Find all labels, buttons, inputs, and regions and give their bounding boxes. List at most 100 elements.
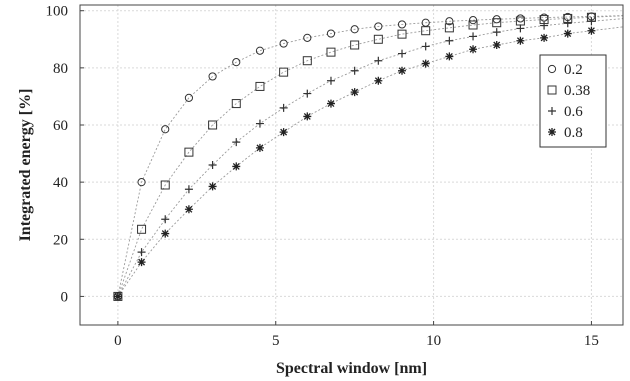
legend-marker-plus-icon	[548, 107, 556, 115]
data-point-star	[587, 26, 596, 35]
data-point-circle	[374, 22, 383, 31]
data-point-star	[255, 143, 264, 152]
series-line-0.6	[117, 18, 624, 297]
data-point-square	[373, 34, 383, 44]
legend-label: 0.38	[564, 83, 590, 99]
legend-marker-circle-icon	[547, 64, 557, 74]
data-point-square	[492, 18, 502, 28]
data-point-plus	[279, 103, 288, 112]
data-point-square	[444, 23, 454, 33]
legend: 0.2 0.38 0.6 0.8	[539, 54, 607, 148]
data-point-plus	[540, 21, 549, 30]
data-point-square	[231, 99, 241, 109]
series-lines	[117, 15, 624, 297]
data-point-star	[350, 88, 359, 97]
y-axis-label: Integrated energy [%]	[17, 89, 34, 242]
data-point-circle	[208, 72, 217, 81]
x-tick-label: 15	[584, 333, 599, 349]
data-point-star	[421, 59, 430, 68]
data-point-star	[113, 292, 122, 301]
data-point-square	[279, 67, 289, 77]
data-point-star	[563, 29, 572, 38]
legend-label: 0.6	[564, 104, 583, 120]
data-point-plus	[516, 24, 525, 33]
data-point-star	[279, 128, 288, 137]
data-point-circle	[303, 33, 312, 42]
x-tick-labels: 0 5 10 15	[114, 333, 599, 349]
data-point-star	[540, 33, 549, 42]
data-point-square	[160, 180, 170, 190]
legend-marker-plus-icon	[548, 107, 556, 115]
legend-marker-circle-icon	[547, 64, 557, 74]
data-point-plus	[208, 161, 217, 169]
legend-marker-square-icon	[547, 85, 557, 95]
y-tick-label: 60	[53, 118, 68, 134]
data-point-plus	[587, 17, 596, 26]
data-point-star	[184, 205, 193, 214]
legend-item-1: 0.38	[547, 83, 590, 99]
x-tick-label: 0	[114, 333, 122, 349]
data-point-circle	[279, 39, 288, 48]
legend-label: 0.8	[564, 125, 583, 141]
data-point-square	[350, 40, 360, 50]
data-point-star	[445, 52, 454, 61]
data-point-plus	[137, 248, 146, 257]
y-tick-label: 100	[46, 4, 69, 20]
data-point-plus	[350, 66, 359, 75]
data-point-plus	[184, 185, 193, 194]
data-point-plus	[469, 32, 478, 41]
data-point-square	[468, 20, 478, 30]
data-point-star	[516, 36, 525, 45]
data-point-plus	[303, 89, 312, 98]
data-point-square	[421, 26, 431, 36]
y-tick-label: 0	[61, 289, 69, 305]
grid	[80, 5, 623, 325]
data-point-plus	[421, 42, 430, 51]
data-point-circle	[468, 16, 478, 25]
legend-item-0: 0.2	[547, 62, 583, 78]
data-point-plus	[374, 56, 383, 65]
data-point-square	[397, 29, 407, 39]
data-point-circle	[184, 93, 194, 102]
data-point-circle	[137, 178, 146, 187]
x-tick-label: 10	[426, 333, 441, 349]
series-line-0.8	[117, 26, 624, 297]
data-point-circle	[161, 125, 170, 134]
data-point-circle	[445, 17, 454, 26]
y-tick-label: 20	[53, 232, 68, 248]
y-tick-labels: 0 20 40 60 80 100	[46, 4, 69, 306]
data-point-square	[184, 147, 194, 157]
data-markers	[113, 12, 596, 301]
data-point-star	[326, 99, 335, 108]
series-line-0.2	[117, 15, 624, 297]
data-point-circle	[350, 25, 359, 34]
data-point-plus	[492, 28, 501, 37]
plot-area-frame	[79, 4, 624, 326]
data-point-square	[255, 81, 265, 91]
legend-label: 0.2	[564, 62, 583, 78]
y-tick-label: 80	[53, 61, 68, 77]
data-point-star	[303, 112, 312, 121]
data-point-plus	[326, 76, 335, 85]
data-point-star	[492, 41, 501, 49]
x-axis-label: Spectral window [nm]	[276, 360, 427, 377]
data-point-plus	[398, 49, 407, 58]
data-point-star	[161, 229, 170, 238]
legend-item-2: 0.6	[548, 104, 583, 120]
data-point-plus	[232, 138, 241, 147]
data-point-square	[208, 120, 218, 130]
data-point-plus	[161, 215, 170, 224]
data-point-star	[137, 258, 146, 267]
data-point-plus	[563, 19, 572, 28]
data-point-star	[374, 76, 383, 85]
legend-marker-star-icon	[548, 128, 556, 136]
data-point-circle	[255, 46, 265, 55]
legend-marker-square-icon	[547, 85, 557, 95]
data-point-plus	[445, 36, 454, 45]
data-point-circle	[326, 29, 336, 38]
data-point-square	[326, 47, 336, 57]
data-point-square	[302, 56, 312, 66]
legend-item-3: 0.8	[548, 125, 583, 141]
y-tick-label: 40	[53, 175, 68, 191]
